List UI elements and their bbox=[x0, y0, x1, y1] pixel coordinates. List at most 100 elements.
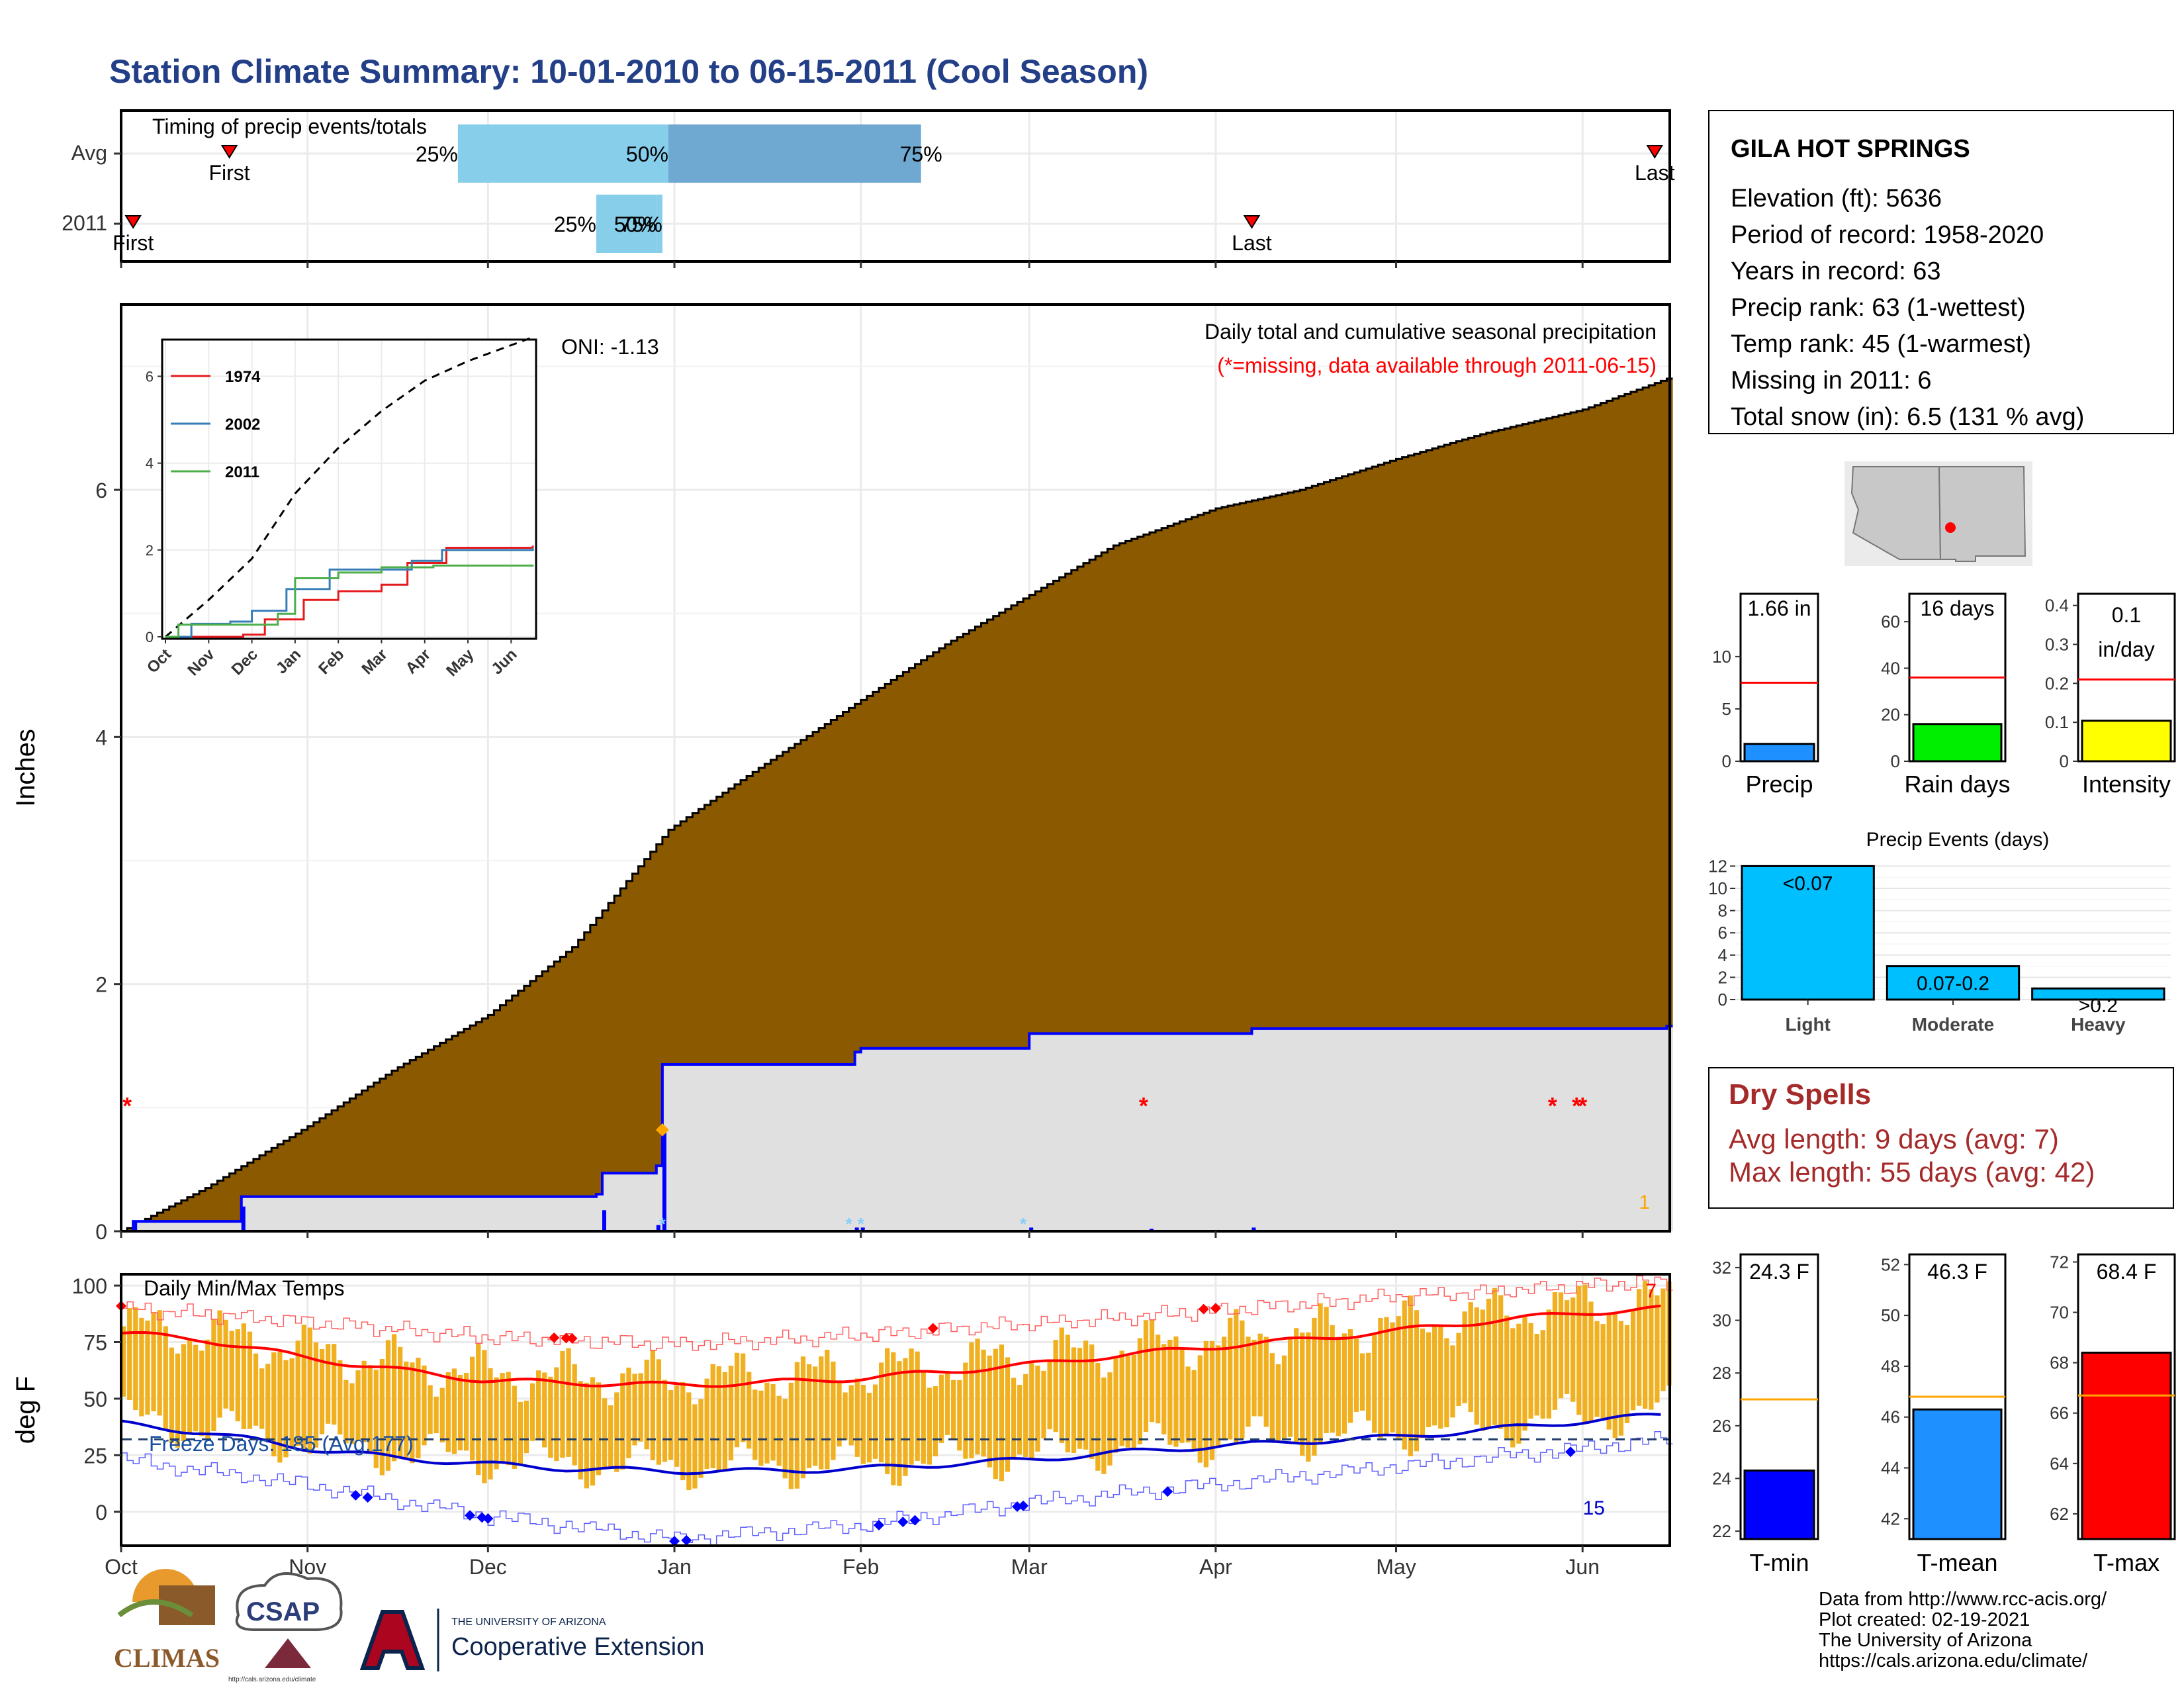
daily-precip-bar-4 bbox=[662, 1129, 666, 1231]
temp-bar-160 bbox=[1083, 1340, 1089, 1450]
tmean-ytick-label-48: 48 bbox=[1881, 1356, 1900, 1376]
tmax-ytick-label-72: 72 bbox=[2050, 1252, 2069, 1272]
timing-row-avg: Avg bbox=[71, 141, 107, 165]
intensity-ytick-label-0: 0 bbox=[2060, 751, 2069, 771]
temp-bar-247 bbox=[1606, 1314, 1612, 1430]
temp-bar-208 bbox=[1372, 1335, 1377, 1433]
precip-panel-border bbox=[120, 303, 1671, 1233]
temp-bar-237 bbox=[1546, 1309, 1551, 1419]
station-name: GILA HOT SPRINGS bbox=[1731, 135, 1970, 163]
record-low-marker-1 bbox=[362, 1492, 373, 1503]
events-ytick-label-4: 4 bbox=[1718, 945, 1727, 965]
temp-bar-49 bbox=[416, 1358, 421, 1458]
temp-bar-200 bbox=[1324, 1307, 1329, 1433]
temp-bar-255 bbox=[1655, 1295, 1660, 1403]
timing-avg-label-25: 25% bbox=[416, 142, 458, 166]
temp-ytick-label-0: 0 bbox=[95, 1501, 107, 1524]
inset-xtick-label-nov: Nov bbox=[184, 645, 218, 680]
inset-ytick-label-4: 4 bbox=[146, 455, 154, 472]
temp-bar-134 bbox=[927, 1387, 932, 1465]
inset-xtick-label-dec: Dec bbox=[228, 645, 261, 679]
missing-marker-2: * bbox=[1548, 1092, 1557, 1119]
temp-bar-236 bbox=[1540, 1330, 1545, 1419]
temp-bar-249 bbox=[1618, 1321, 1624, 1436]
temp-bar-187 bbox=[1246, 1336, 1251, 1427]
temp-bar-105 bbox=[752, 1389, 758, 1460]
temp-bar-199 bbox=[1318, 1303, 1323, 1443]
temp-x-ticks: Oct Nov Dec Jan Feb Mar Apr May Jun bbox=[105, 1546, 1600, 1579]
climas-logo: CLIMAS bbox=[114, 1569, 220, 1673]
tmax-ytick-label-68: 68 bbox=[2050, 1353, 2069, 1373]
tmean-ytick-label-42: 42 bbox=[1881, 1509, 1900, 1528]
inset-xtick-label-feb: Feb bbox=[315, 645, 347, 678]
record-min-line bbox=[121, 1430, 1673, 1546]
events-ytick-label-6: 6 bbox=[1718, 923, 1727, 943]
stats-bars: 0 5 10 1.66 in Precip 0 20 40 60 16 days Rain days… bbox=[1712, 592, 2176, 798]
precip-events-chart: Precip Events (days) <0.07 0.07-0.2 >0.2 0… bbox=[1708, 829, 2171, 1035]
temp-bar-209 bbox=[1378, 1318, 1383, 1438]
temp-bar-142 bbox=[975, 1338, 980, 1455]
temp-bar-59 bbox=[476, 1343, 481, 1476]
temp-bar-138 bbox=[951, 1380, 956, 1440]
temp-bar-198 bbox=[1312, 1317, 1317, 1456]
intensity-ytick-label-0.1: 0.1 bbox=[2045, 712, 2069, 732]
temp-bar-21 bbox=[247, 1331, 253, 1429]
temp-bar-181 bbox=[1209, 1340, 1215, 1460]
temp-bar-69 bbox=[536, 1370, 541, 1439]
tmin-ytick-label-30: 30 bbox=[1712, 1311, 1731, 1331]
temp-bar-8 bbox=[169, 1347, 174, 1444]
temp-bar-91 bbox=[668, 1390, 674, 1460]
temp-bar-103 bbox=[741, 1353, 746, 1442]
temp-bar-31 bbox=[307, 1327, 312, 1454]
record-low-marker-8 bbox=[897, 1517, 909, 1528]
temp-bar-56 bbox=[457, 1374, 463, 1451]
timing-2011-last-label: Last bbox=[1232, 231, 1272, 255]
temp-bar-7 bbox=[163, 1326, 168, 1429]
events-ytick-label-10: 10 bbox=[1708, 878, 1727, 898]
temp-xtick-label-jan: Jan bbox=[657, 1555, 692, 1579]
station-line-1: Period of record: 1958-2020 bbox=[1731, 221, 2044, 249]
precip-events-title: Precip Events (days) bbox=[1866, 829, 2050, 851]
inset-border bbox=[161, 338, 537, 640]
temp-bar-195 bbox=[1294, 1328, 1299, 1444]
temp-bar-130 bbox=[903, 1358, 908, 1476]
temp-bar-99 bbox=[716, 1366, 721, 1472]
temp-bar-217 bbox=[1426, 1332, 1432, 1427]
record-low-marker-5 bbox=[669, 1536, 680, 1547]
tmin-value-label: 24.3 F bbox=[1749, 1260, 1809, 1284]
precip-ytick-label-4: 4 bbox=[95, 726, 107, 749]
temp-bar-168 bbox=[1131, 1354, 1136, 1450]
temp-bar-73 bbox=[560, 1350, 565, 1458]
temp-bar-93 bbox=[680, 1382, 686, 1481]
footer-line-2: Plot created: 02-19-2021 bbox=[1819, 1609, 2030, 1630]
temp-xtick-label-apr: Apr bbox=[1199, 1555, 1232, 1579]
temp-bar-125 bbox=[872, 1384, 878, 1459]
temp-bar-104 bbox=[747, 1372, 752, 1449]
tmin-ytick-label-28: 28 bbox=[1712, 1363, 1731, 1383]
temp-bar-189 bbox=[1257, 1333, 1263, 1417]
temp-bar-219 bbox=[1438, 1325, 1443, 1429]
tmax-bar bbox=[2081, 1351, 2172, 1540]
temp-record-markers bbox=[116, 1300, 1576, 1547]
inset-background bbox=[162, 340, 536, 639]
record-high-marker-5 bbox=[1198, 1303, 1209, 1315]
temp-bar-179 bbox=[1197, 1355, 1203, 1463]
inset-legend: 1974 2002 2011 bbox=[171, 368, 261, 481]
temp-bar-1 bbox=[127, 1307, 132, 1401]
temp-bar-253 bbox=[1643, 1281, 1648, 1409]
temp-bar-184 bbox=[1228, 1317, 1233, 1440]
temp-bar-94 bbox=[686, 1392, 692, 1491]
temp-bar-151 bbox=[1029, 1363, 1034, 1459]
temp-bar-227 bbox=[1486, 1298, 1492, 1429]
precip-areas bbox=[121, 377, 1673, 1233]
temp-bar-133 bbox=[921, 1370, 926, 1464]
temp-bar-186 bbox=[1240, 1320, 1245, 1438]
temp-bar-207 bbox=[1366, 1352, 1371, 1421]
temp-bar-139 bbox=[957, 1380, 962, 1451]
temp-bar-87 bbox=[644, 1359, 649, 1450]
avg-cumulative-area bbox=[121, 379, 1673, 1231]
temp-bar-144 bbox=[987, 1355, 992, 1468]
